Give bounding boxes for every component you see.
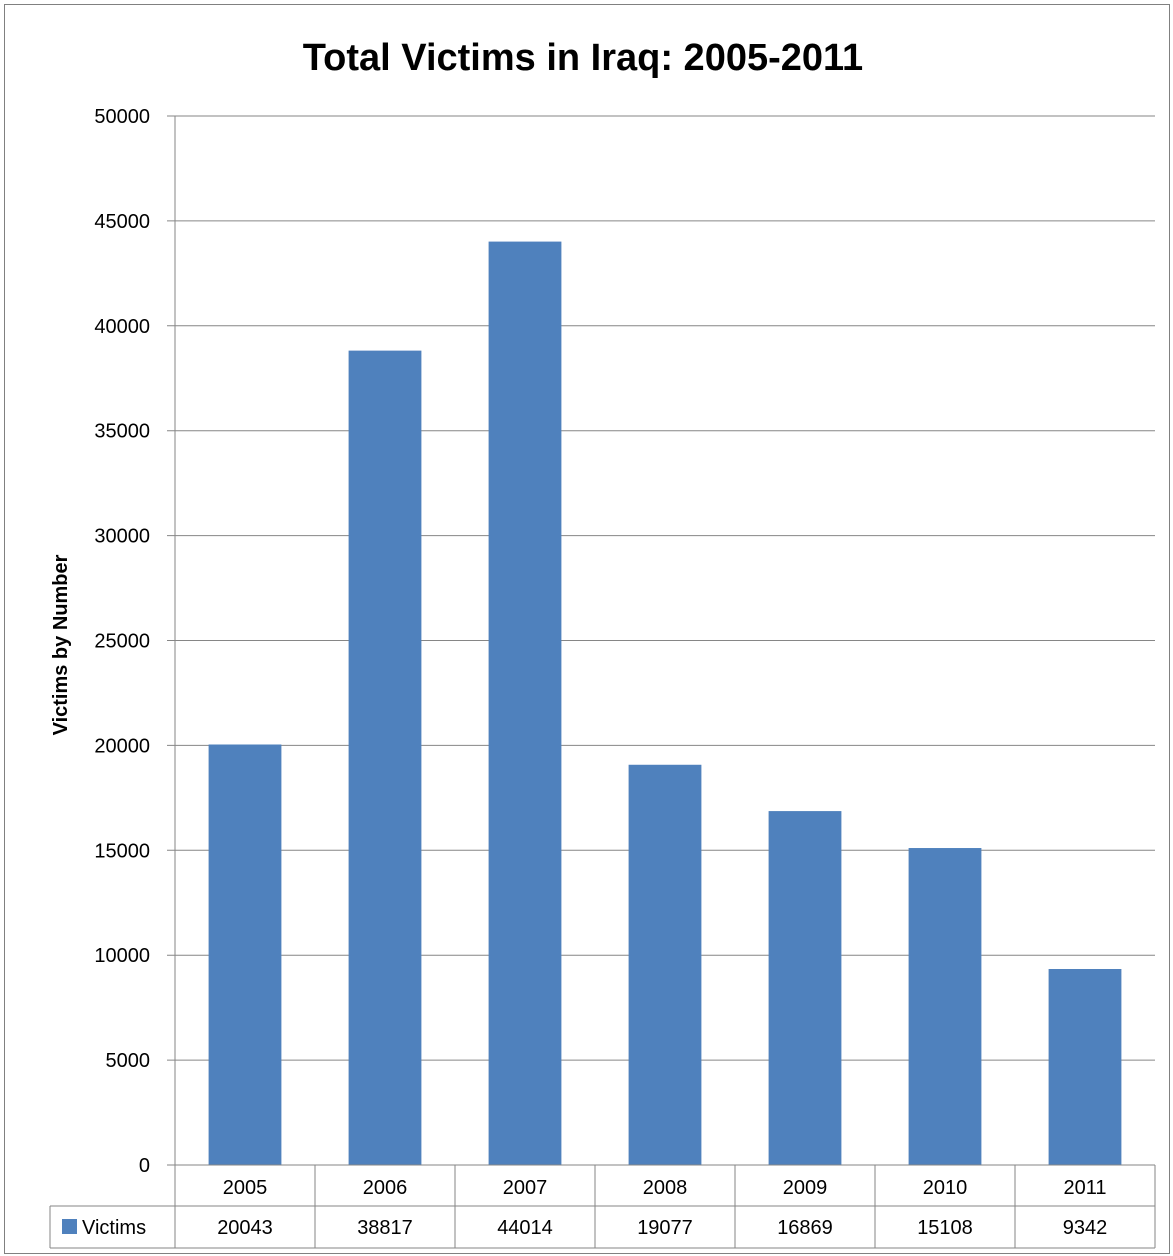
bar-2008 <box>628 764 702 1165</box>
bars <box>208 241 1122 1165</box>
y-axis-label: Victims by Number <box>50 554 72 735</box>
y-tick-label: 5000 <box>106 1050 151 1072</box>
x-tick-label: 2006 <box>363 1177 408 1199</box>
y-tick-label: 40000 <box>94 316 150 338</box>
data-label: 9342 <box>1063 1217 1108 1239</box>
bar-2007 <box>488 241 562 1165</box>
y-tick-label: 35000 <box>94 421 150 443</box>
x-tick-label: 2005 <box>223 1177 268 1199</box>
bar-2010 <box>908 848 982 1165</box>
data-label: 16869 <box>777 1217 833 1239</box>
data-label: 44014 <box>497 1217 553 1239</box>
bar-2006 <box>348 350 422 1165</box>
legend-series-name: Victims <box>82 1217 146 1239</box>
y-tick-label: 0 <box>139 1155 150 1177</box>
y-tick-label: 20000 <box>94 735 150 757</box>
data-label: 20043 <box>217 1217 273 1239</box>
chart-title: Total Victims in Iraq: 2005-2011 <box>303 37 863 79</box>
y-tick-label: 15000 <box>94 840 150 862</box>
bar-2011 <box>1048 969 1122 1165</box>
x-tick-label: 2009 <box>783 1177 828 1199</box>
y-tick-label: 10000 <box>94 945 150 967</box>
data-table: 2005 20043 2006 38817 2007 44014 2008 19077 2009… <box>49 1164 1156 1249</box>
data-label: 15108 <box>917 1217 973 1239</box>
x-tick-label: 2008 <box>643 1177 688 1199</box>
y-tick-label: 30000 <box>94 526 150 548</box>
data-label: 38817 <box>357 1217 413 1239</box>
y-tick-label: 45000 <box>94 211 150 233</box>
y-axis-ticks: 0 5000 10000 15000 20000 25000 30000 35000 40000… <box>94 106 150 1177</box>
bar-2009 <box>768 811 842 1165</box>
y-tick-label: 50000 <box>94 106 150 128</box>
data-label: 19077 <box>637 1217 693 1239</box>
x-tick-label: 2010 <box>923 1177 968 1199</box>
legend-swatch <box>62 1219 77 1234</box>
x-tick-label: 2007 <box>503 1177 548 1199</box>
y-tick-label: 25000 <box>94 631 150 653</box>
bar-2005 <box>208 744 282 1165</box>
x-tick-label: 2011 <box>1063 1177 1106 1199</box>
